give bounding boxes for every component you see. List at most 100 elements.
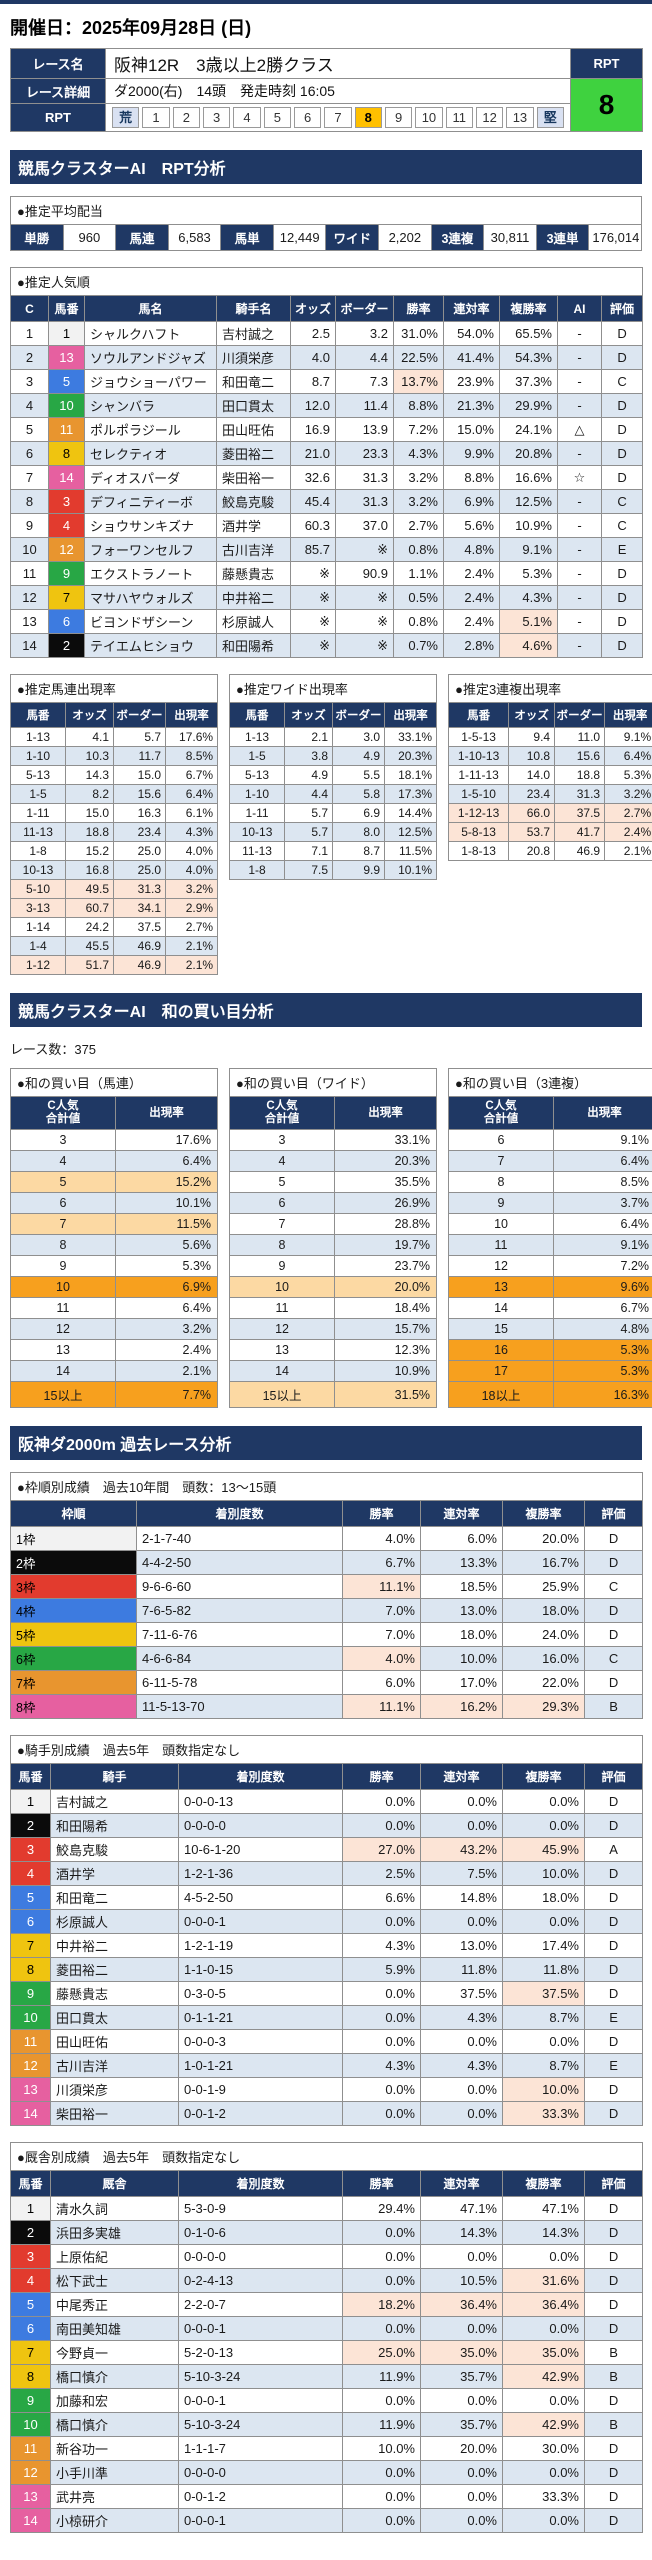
evaluation-cell: B	[583, 1694, 644, 1719]
win-rate-cell: 0.0%	[342, 2268, 421, 2293]
wa-row: 10 6.4%	[448, 1213, 652, 1235]
win-rate-cell: 11.1%	[342, 1574, 421, 1599]
odds-cell: 3.8	[284, 746, 334, 766]
border-cell: 13.9	[335, 417, 394, 442]
evaluation-cell: C	[583, 1646, 644, 1671]
pair-cell: 1-14	[10, 917, 66, 937]
stable-name: 上原佑紀	[50, 2244, 179, 2269]
show-rate-cell: 0.0%	[502, 2460, 585, 2485]
record-cell: 0-0-0-0	[178, 1813, 343, 1838]
wa-row: 14 10.9%	[229, 1360, 438, 1382]
wa-row: 13 2.4%	[10, 1339, 219, 1361]
evaluation-cell: D	[583, 2460, 644, 2485]
horse-number-badge: 12	[48, 537, 85, 562]
show-rate-cell: 29.3%	[502, 1694, 585, 1719]
win-rate-cell: 29.4%	[342, 2196, 421, 2221]
rank-cell: 4	[10, 393, 49, 418]
stable-name: 新谷功一	[50, 2436, 179, 2461]
wa-row: 7 28.8%	[229, 1213, 438, 1235]
pair-cell: 10-13	[229, 822, 286, 842]
horse-number-badge: 6	[10, 2316, 51, 2341]
evaluation-cell: D	[583, 1526, 644, 1551]
rate-cell: 9.1%	[553, 1129, 652, 1151]
win-rate-cell: 10.0%	[342, 2436, 421, 2461]
jockey-row: 1 吉村誠之 0-0-0-13 0.0% 0.0% 0.0% D	[10, 1789, 644, 1814]
rpt-scale-step: 10	[415, 107, 443, 128]
column-header: 出現率	[164, 702, 219, 728]
horse-number-badge: 1	[10, 1789, 51, 1814]
horse-number-badge: 5	[48, 369, 85, 394]
rate-cell: 19.7%	[334, 1234, 438, 1256]
quinella-rate-cell: 6.9%	[443, 489, 500, 514]
quinella-rate-cell: 35.0%	[420, 2340, 503, 2365]
stable-name: 橋口慎介	[50, 2412, 179, 2437]
show-rate-cell: 5.3%	[499, 561, 558, 586]
rate-cell: 11.5%	[384, 841, 438, 861]
wa-row: 15以上 31.5%	[229, 1381, 438, 1408]
rate-cell: 3.2%	[164, 879, 219, 899]
frame-badge: 5枠	[10, 1622, 137, 1647]
record-cell: 0-0-0-0	[178, 2460, 343, 2485]
race-name-label: レース名	[10, 48, 106, 79]
evaluation-cell: C	[600, 369, 644, 394]
border-cell: 3.0	[332, 727, 386, 747]
frame-badge: 1枠	[10, 1526, 137, 1551]
rate-cell: 17.6%	[164, 727, 219, 747]
show-rate-cell: 0.0%	[502, 1813, 585, 1838]
rate-cell: 7.2%	[553, 1255, 652, 1277]
umaren-row: 5-13 14.3 15.0 6.7%	[10, 765, 219, 785]
evaluation-cell: C	[600, 489, 644, 514]
border-cell: 90.9	[335, 561, 394, 586]
wa-row: 6 9.1%	[448, 1129, 652, 1151]
rank-cell: 9	[10, 513, 49, 538]
rate-cell: 6.4%	[604, 746, 652, 766]
wa-row: 12 15.7%	[229, 1318, 438, 1340]
record-cell: 1-0-1-21	[178, 2053, 343, 2078]
jockey-name: 川須栄彦	[216, 345, 291, 370]
record-cell: 4-4-2-50	[136, 1550, 343, 1575]
quinella-rate-cell: 4.3%	[420, 2005, 503, 2030]
sum-cell: 10	[448, 1213, 555, 1235]
win-rate-cell: 0.0%	[342, 2508, 421, 2533]
sum-cell: 8	[448, 1171, 555, 1193]
frame-badge: 2枠	[10, 1550, 137, 1575]
quinella-rate-cell: 0.0%	[420, 2316, 503, 2341]
column-header: 評価	[583, 1763, 644, 1790]
sum-cell: 9	[229, 1255, 336, 1277]
frame-row: 8枠 11-5-13-70 11.1% 16.2% 29.3% B	[10, 1694, 644, 1719]
rate-cell: 16.3%	[553, 1381, 652, 1408]
odds-cell: 4.4	[284, 784, 334, 804]
jockey-row: 13 川須栄彦 0-0-1-9 0.0% 0.0% 10.0% D	[10, 2077, 644, 2102]
sum-cell: 15	[448, 1318, 555, 1340]
horse-number-badge: 12	[10, 2460, 51, 2485]
rpt-scale-step: 1	[142, 107, 170, 128]
sum-cell: 14	[10, 1360, 116, 1382]
rpt-scale-step: 6	[293, 107, 322, 128]
wa-row: 8 5.6%	[10, 1234, 219, 1256]
record-cell: 1-1-0-15	[178, 1957, 343, 1982]
rate-cell: 26.9%	[334, 1192, 438, 1214]
wa-row: 10 20.0%	[229, 1276, 438, 1298]
trio-cell: 1-11-13	[448, 765, 510, 785]
pair-cell: 10-13	[10, 860, 66, 880]
umaren-row: 5-10 49.5 31.3 3.2%	[10, 879, 219, 899]
race-name: 阪神12R 3歳以上2勝クラス	[105, 48, 571, 79]
border-cell: 15.0	[113, 765, 166, 785]
jockey-row: 2 和田陽希 0-0-0-0 0.0% 0.0% 0.0% D	[10, 1813, 644, 1838]
record-cell: 1-1-1-7	[178, 2436, 343, 2461]
border-cell: 15.6	[113, 784, 166, 804]
show-rate-cell: 11.8%	[502, 1957, 585, 1982]
jockey-results-table: ●騎手別成績 過去5年 頭数指定なし 馬番 騎手 着別度数 勝率 連対率 複勝率 評価 1 …	[9, 1735, 644, 2126]
umaren-row: 10-13 16.8 25.0 4.0%	[10, 860, 219, 880]
rpt-scale: 荒 1 2 3 4 5 6 7 8 9 10 11 12 13 堅	[112, 106, 564, 129]
column-header: 出現率	[604, 702, 652, 728]
column-header: ボーダー	[335, 295, 394, 322]
jockey-name: 菱田裕二	[50, 1957, 179, 1982]
column-header: 評価	[600, 295, 644, 322]
frame-badge: 6枠	[10, 1646, 137, 1671]
horse-number-badge: 1	[10, 2196, 51, 2221]
rpt-scale-step: 9	[384, 107, 413, 128]
wa-wide-table: ●和の買い目（ワイド） C人気 合計値 出現率 3 33.1% 4 20.3% 5…	[229, 1068, 438, 1408]
horse-number-badge: 7	[10, 2340, 51, 2365]
column-header: 連対率	[443, 295, 500, 322]
